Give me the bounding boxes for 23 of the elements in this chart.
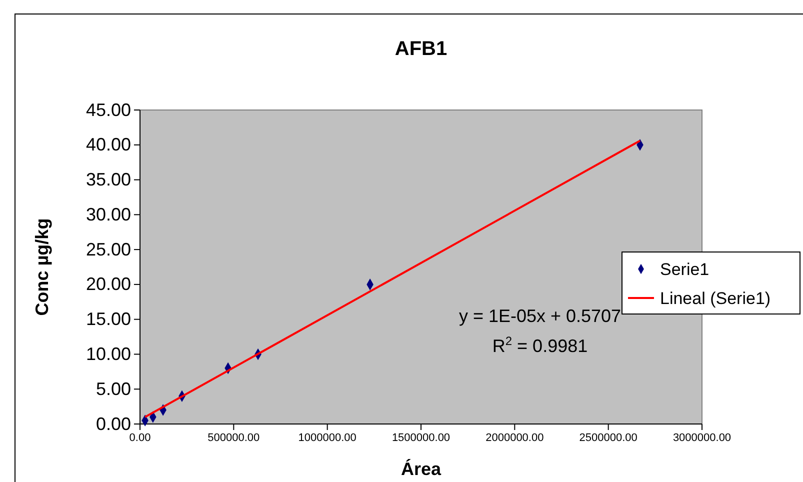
x-tick-label: 2000000.00 [486,432,544,444]
x-tick-label: 1500000.00 [392,432,450,444]
legend-label: Serie1 [660,260,710,279]
y-tick-label: 35.00 [86,170,131,190]
legend-label: Lineal (Serie1) [660,289,771,308]
chart-title: AFB1 [394,38,448,60]
x-tick-label: 2500000.00 [579,432,638,444]
y-tick-label: 5.00 [96,378,131,399]
y-tick-label: 15.00 [86,309,131,330]
annotation: y = 1E-05x + 0.5707 [458,306,622,326]
x-tick-label: 500000.00 [208,432,260,444]
x-tick-label: 1000000.00 [298,432,356,444]
y-axis-title: Conc µg/kg [32,218,52,316]
x-tick-label: 3000000.00 [672,432,732,444]
x-tick-label: 0.00 [129,432,151,444]
x-axis-title: Área [400,459,442,479]
y-tick-label: 20.00 [86,274,131,294]
y-tick-label: 10.00 [86,344,131,364]
annotation: R$^{2}$ = 0.9981 [492,334,588,356]
y-tick-label: 30.00 [86,204,131,224]
y-tick-label: 40.00 [86,134,131,155]
y-tick-label: 45.00 [86,100,131,120]
y-tick-label: 25.00 [86,239,131,260]
